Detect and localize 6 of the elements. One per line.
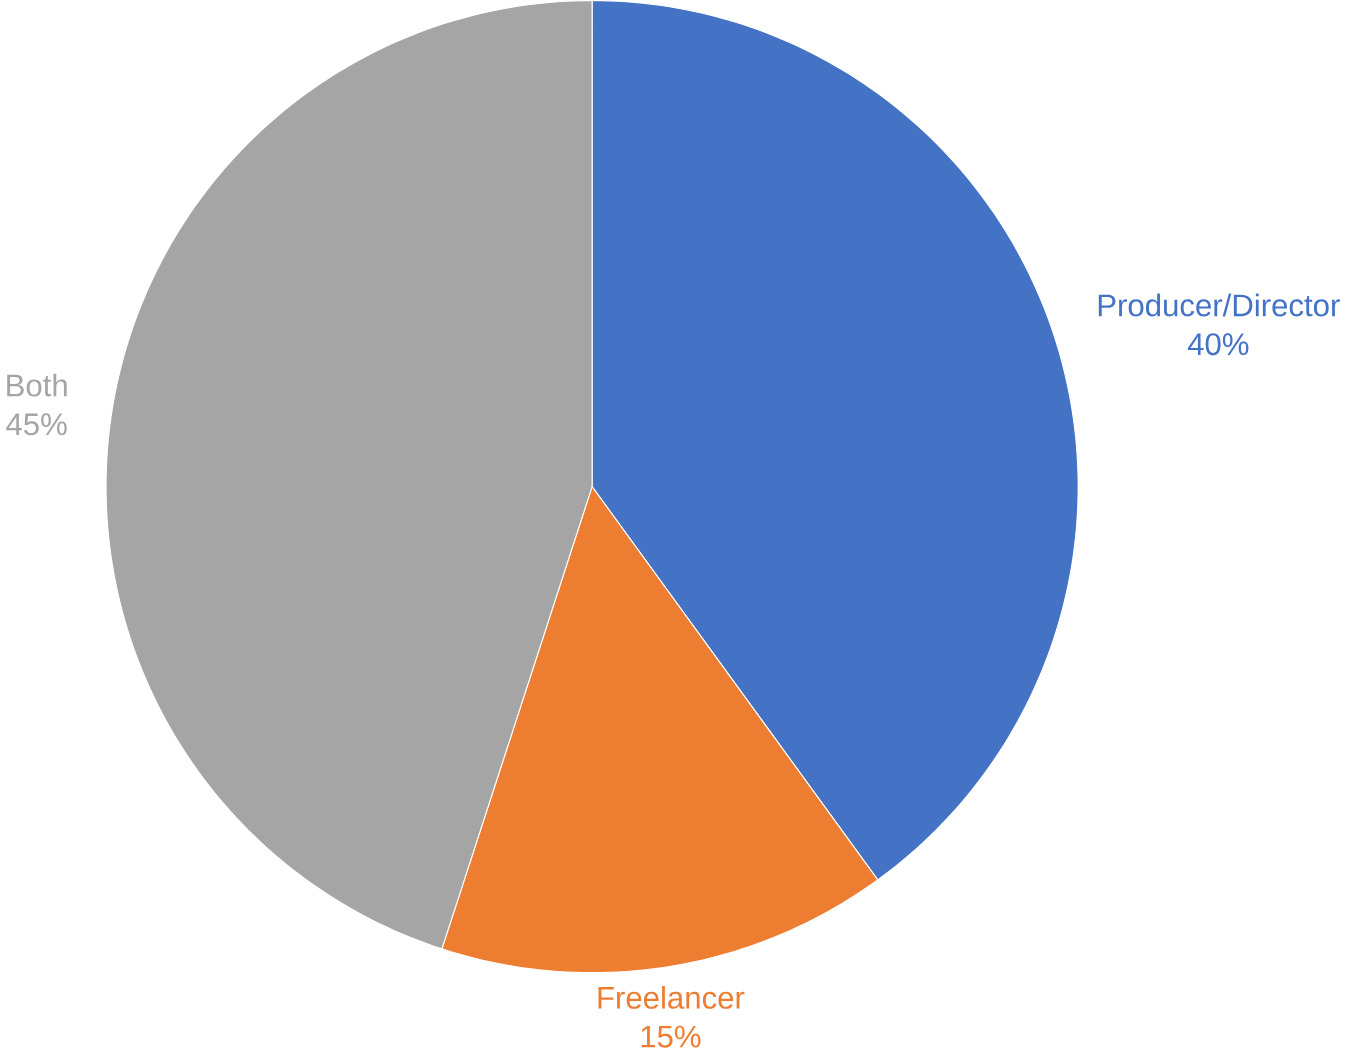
data-label: 15% [641,1025,701,1048]
slice-label: Producer/Director [1098,293,1340,317]
slice-label: Both [7,373,67,397]
data-label: 45% [6,413,67,436]
data-label: 40% [1187,333,1249,356]
slice-label: Freelancer [598,985,745,1009]
